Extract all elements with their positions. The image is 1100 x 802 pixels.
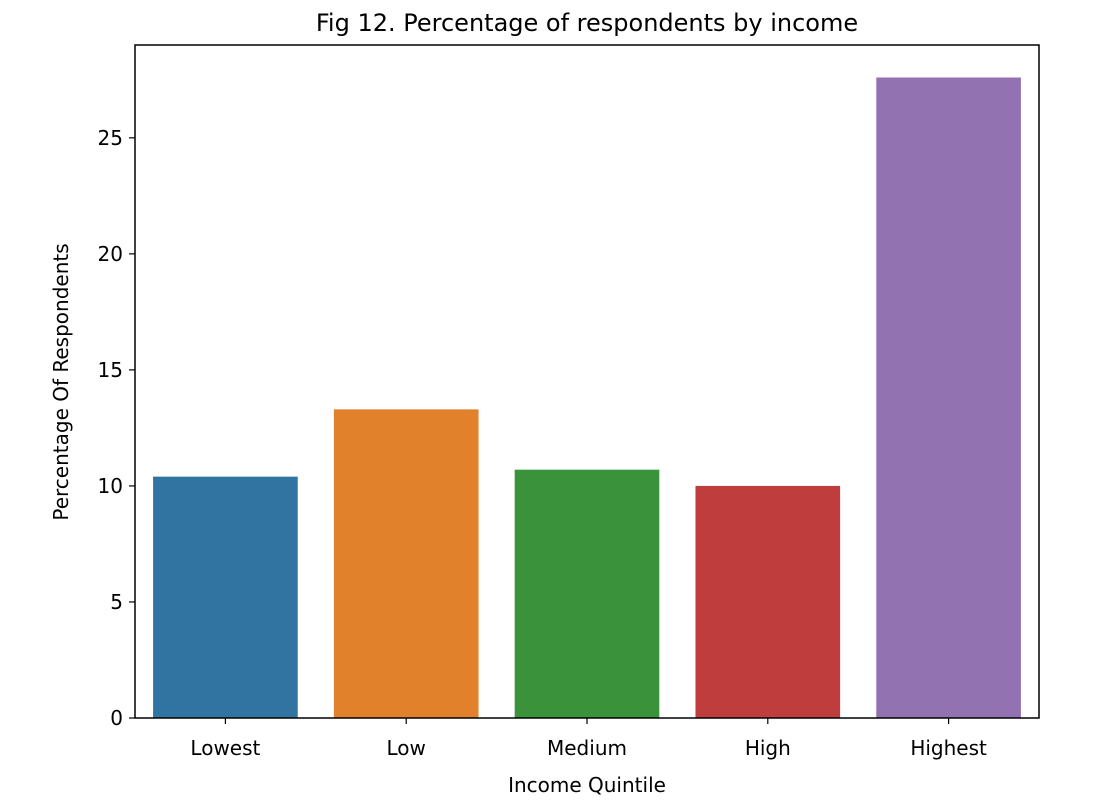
- y-tick-label: 10: [98, 474, 123, 498]
- y-tick-label: 5: [110, 590, 123, 614]
- y-tick-label: 25: [98, 126, 123, 150]
- y-axis-label: Percentage Of Respondents: [49, 243, 73, 520]
- x-tick-label: Lowest: [190, 736, 260, 760]
- x-tick-label: Highest: [910, 736, 987, 760]
- y-axis-ticks: 0 5 10 15 20 25: [98, 126, 135, 730]
- bar-lowest: [153, 476, 298, 718]
- plot-frame: [134, 44, 1040, 719]
- bar-low: [333, 409, 479, 718]
- x-tick-label: Low: [387, 736, 426, 760]
- x-axis-ticks: Lowest Low Medium High Highest: [190, 718, 987, 760]
- x-tick-label: Medium: [547, 736, 627, 760]
- y-tick-label: 0: [110, 706, 123, 730]
- chart-title: Fig 12. Percentage of respondents by inc…: [316, 9, 858, 37]
- bar-medium: [514, 469, 660, 718]
- bar-high: [695, 485, 841, 718]
- x-tick-label: High: [745, 736, 791, 760]
- y-tick-label: 15: [98, 358, 123, 382]
- bar-highest: [876, 77, 1021, 719]
- bars-group: [153, 77, 1021, 719]
- x-axis-label: Income Quintile: [508, 773, 666, 797]
- y-tick-label: 20: [98, 242, 123, 266]
